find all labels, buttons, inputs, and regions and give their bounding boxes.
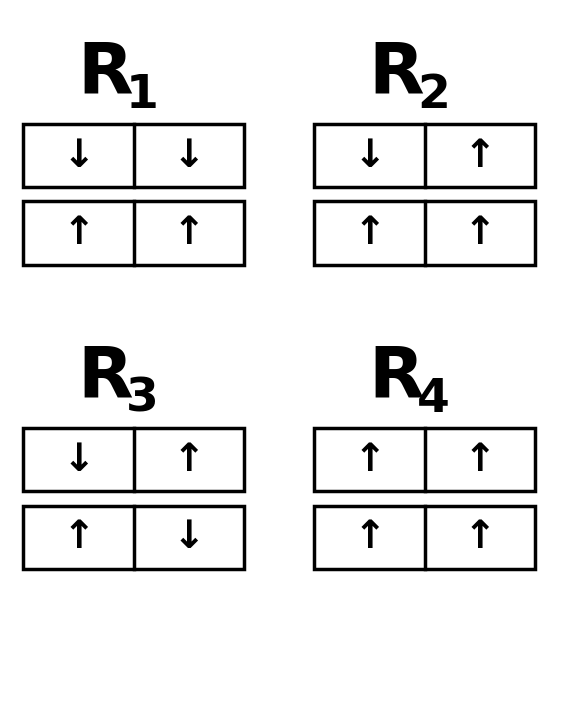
Bar [23, 428, 244, 491]
Text: ↑: ↑ [464, 440, 496, 479]
Text: R: R [368, 344, 424, 413]
Text: 2: 2 [417, 73, 450, 118]
Text: ↑: ↑ [353, 214, 386, 252]
Text: R: R [368, 40, 424, 109]
Text: ↓: ↓ [173, 136, 205, 175]
Text: 1: 1 [126, 73, 159, 118]
Text: ↓: ↓ [173, 518, 205, 556]
Text: ↑: ↑ [464, 136, 496, 175]
Text: ↑: ↑ [464, 518, 496, 556]
Text: ↑: ↑ [62, 518, 95, 556]
Text: ↓: ↓ [62, 136, 95, 175]
Bar [314, 428, 535, 491]
Bar [314, 506, 535, 569]
Text: ↑: ↑ [353, 518, 386, 556]
Bar [23, 506, 244, 569]
Text: 4: 4 [417, 377, 450, 422]
Bar [23, 201, 244, 265]
Text: ↑: ↑ [62, 214, 95, 252]
Bar [314, 124, 535, 187]
Text: ↓: ↓ [62, 440, 95, 479]
Text: ↑: ↑ [173, 440, 205, 479]
Bar [23, 124, 244, 187]
Text: R: R [77, 40, 133, 109]
Text: ↑: ↑ [173, 214, 205, 252]
Bar [314, 201, 535, 265]
Text: ↑: ↑ [464, 214, 496, 252]
Text: ↑: ↑ [353, 440, 386, 479]
Text: R: R [77, 344, 133, 413]
Text: 3: 3 [126, 377, 159, 422]
Text: ↓: ↓ [353, 136, 386, 175]
